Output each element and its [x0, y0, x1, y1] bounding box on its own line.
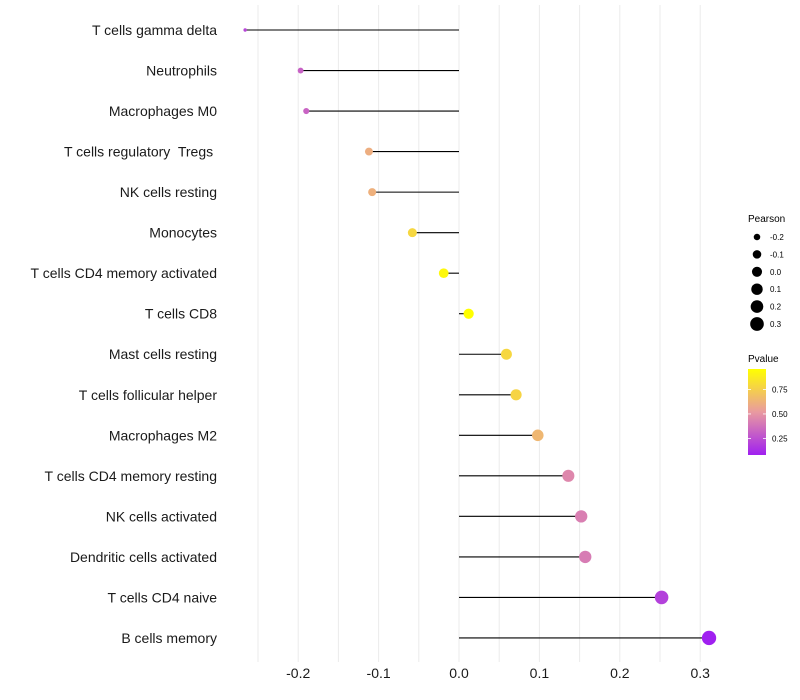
y-axis-label: Macrophages M2	[109, 427, 217, 443]
x-tick-label: -0.1	[367, 665, 391, 681]
lollipop-point	[368, 188, 377, 197]
lollipop-point	[438, 268, 449, 279]
legend-size-key	[752, 250, 762, 259]
lollipop-point	[562, 469, 575, 482]
x-tick-label: 0.2	[610, 665, 630, 681]
lollipop-point	[500, 348, 512, 360]
lollipop-point	[654, 590, 669, 605]
y-axis-label: Monocytes	[149, 225, 217, 241]
y-axis-label: NK cells activated	[106, 508, 217, 524]
legend-pearson-size: Pearson -0.2 -0.1 0.0 0.1 0.2 0.3	[748, 214, 785, 331]
legend-size-title: Pearson	[748, 214, 785, 225]
y-axis-label: T cells regulatory Tregs	[64, 144, 217, 160]
legend-size-key	[750, 300, 764, 313]
legend-color-label: 0.75	[772, 386, 788, 395]
y-axis-label: Dendritic cells activated	[70, 549, 217, 565]
legend-size-label: 0.3	[770, 320, 782, 329]
y-axis-label: T cells gamma delta	[92, 22, 217, 38]
y-axis-label: T cells CD4 memory resting	[45, 468, 217, 484]
legend-size-label: 0.0	[770, 268, 782, 277]
lollipop-point	[579, 550, 592, 564]
lollipop-point	[297, 67, 304, 74]
lollipop-point	[463, 308, 474, 319]
legend-size-key	[751, 266, 763, 277]
x-tick-label: 0.0	[449, 665, 469, 681]
grid-lines	[257, 5, 701, 662]
lollipop-points	[243, 28, 717, 646]
y-axis-labels: T cells gamma delta Neutrophils Macrophage…	[31, 22, 218, 646]
legend-size-key	[753, 233, 761, 241]
legend-size-label: -0.2	[770, 233, 784, 242]
lollipop-point	[364, 147, 373, 156]
legend-size-key	[751, 283, 763, 295]
y-axis-label: Mast cells resting	[109, 346, 217, 362]
lollipop-point	[532, 429, 544, 442]
y-axis-label: B cells memory	[121, 630, 217, 646]
y-axis-label: Macrophages M0	[109, 103, 217, 119]
legend-pvalue-color: Pvalue 0.75 0.50 0.25	[748, 354, 788, 455]
lollipop-point	[407, 228, 417, 238]
y-axis-label: NK cells resting	[120, 184, 217, 200]
legend-color-label: 0.50	[772, 410, 788, 419]
lollipop-stems	[245, 29, 710, 639]
legend-size-label: 0.1	[770, 285, 782, 294]
x-tick-label: -0.2	[286, 665, 310, 681]
legend-color-label: 0.25	[772, 434, 788, 443]
x-tick-label: 0.3	[690, 665, 710, 681]
legend-size-label: -0.1	[770, 250, 784, 259]
y-axis-label: T cells CD4 memory activated	[31, 265, 217, 281]
lollipop-point	[303, 108, 310, 115]
y-axis-label: Neutrophils	[146, 63, 217, 79]
x-tick-label: 0.1	[530, 665, 550, 681]
x-axis-tick-labels: -0.2 -0.1 0.0 0.1 0.2 0.3	[286, 665, 710, 681]
y-axis-label: T cells follicular helper	[79, 387, 218, 403]
y-axis-label: T cells CD8	[145, 306, 217, 322]
legend-size-label: 0.2	[770, 303, 782, 312]
legend-color-title: Pvalue	[748, 354, 779, 365]
lollipop-point	[510, 389, 522, 401]
lollipop-point	[701, 630, 717, 646]
legend-size-key	[750, 317, 764, 331]
legend-colorbar	[748, 369, 766, 455]
lollipop-point	[243, 28, 247, 32]
lollipop-point	[575, 510, 588, 523]
y-axis-label: T cells CD4 naive	[108, 589, 218, 605]
